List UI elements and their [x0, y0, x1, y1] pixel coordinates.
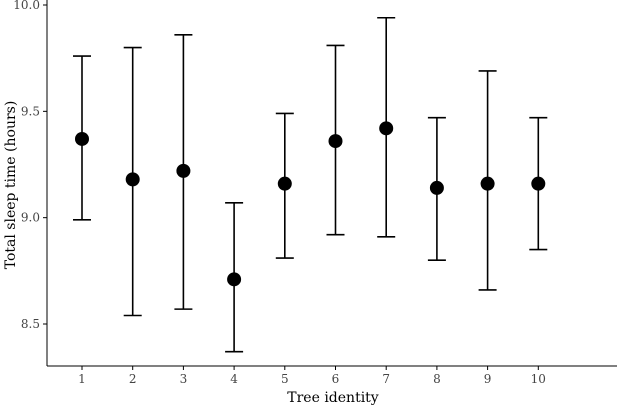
y-axis-ticks: 8.5 9.0 9.5 10.0: [13, 0, 47, 331]
x-tick-label: 5: [281, 372, 289, 386]
x-tick-label: 10: [531, 372, 546, 386]
error-bar-group: [225, 201, 244, 353]
data-point: [531, 176, 546, 191]
x-tick-label: 4: [230, 372, 238, 386]
error-bar-group: [377, 16, 396, 238]
data-point: [125, 172, 140, 187]
x-tick-label: 6: [332, 372, 340, 386]
x-tick-label: 7: [382, 372, 390, 386]
x-tick-label: 8: [433, 372, 441, 386]
data-point: [176, 163, 191, 178]
error-bar-group: [326, 44, 345, 236]
error-bar-group: [174, 33, 193, 310]
error-bar-group: [427, 116, 446, 262]
x-axis-ticks: 1 2 3 4 5 6 7 8 9 10: [78, 366, 546, 386]
y-tick-label: 9.5: [21, 104, 40, 118]
x-tick-label: 2: [129, 372, 137, 386]
error-bar-group: [478, 70, 497, 291]
y-axis-title: Total sleep time (hours): [3, 101, 19, 270]
error-bar-group: [275, 112, 294, 259]
error-bar-group: [123, 46, 142, 317]
data-point: [328, 134, 343, 149]
x-axis-title: Tree identity: [287, 390, 379, 405]
data-point: [379, 121, 394, 136]
x-tick-label: 9: [484, 372, 492, 386]
y-tick-label: 8.5: [21, 317, 40, 331]
data-point: [429, 180, 444, 195]
y-tick-label: 9.0: [21, 211, 40, 225]
error-bar-group: [73, 55, 91, 221]
data-point: [227, 272, 242, 287]
data-point: [75, 131, 89, 146]
data-point: [480, 176, 495, 191]
data-point: [277, 176, 292, 191]
data-marks: [73, 16, 548, 353]
y-tick-label: 10.0: [13, 0, 40, 12]
x-tick-label: 3: [180, 372, 188, 386]
error-bar-group: [529, 116, 548, 251]
x-tick-label: 1: [78, 372, 86, 386]
